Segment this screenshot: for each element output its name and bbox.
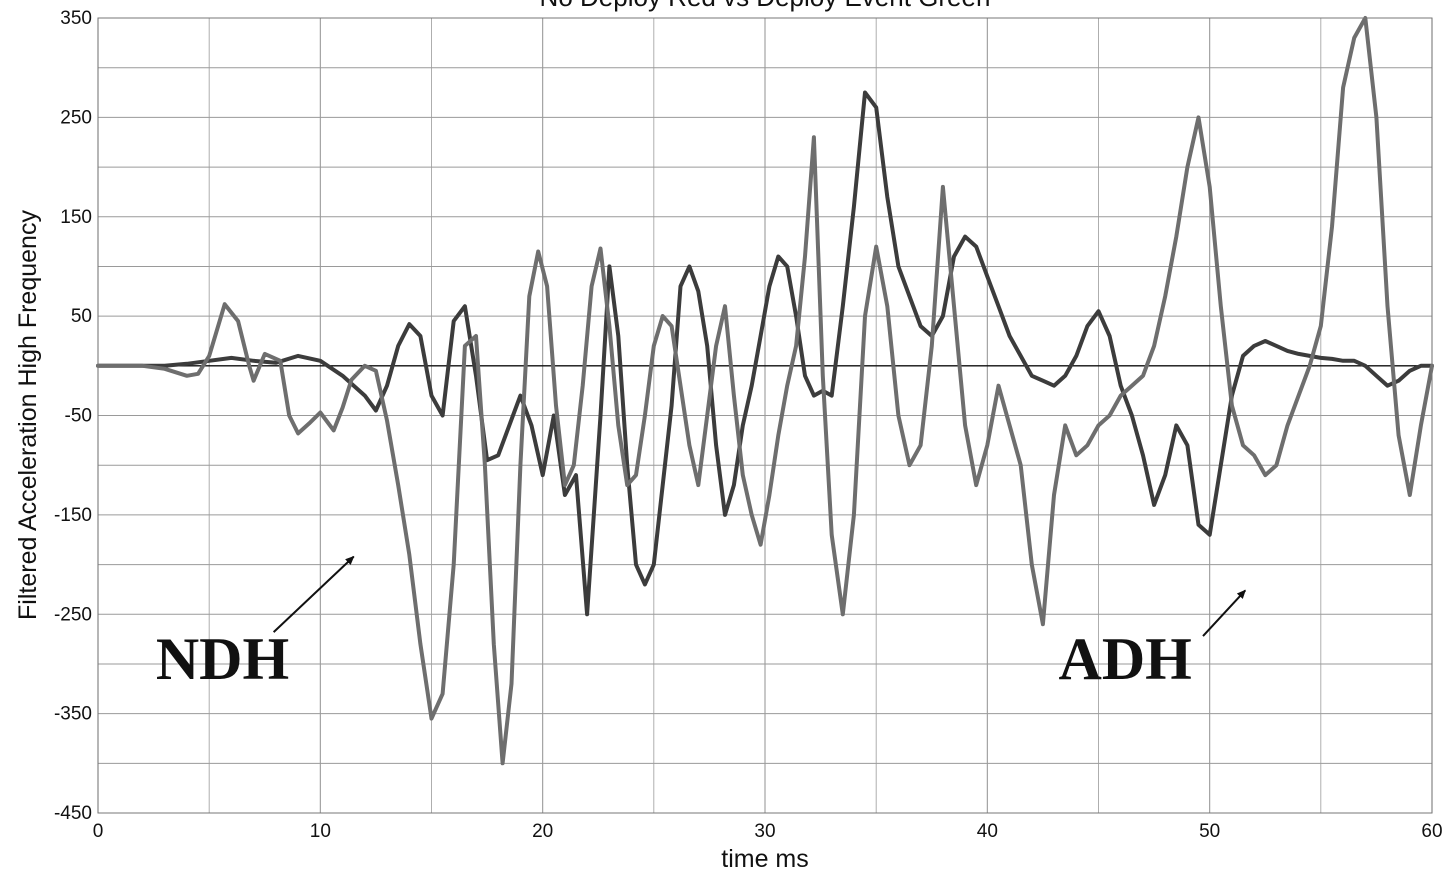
y-tick-label: 250 xyxy=(60,107,92,128)
x-tick-label: 30 xyxy=(754,821,775,842)
x-tick-label: 20 xyxy=(532,821,553,842)
x-tick-label: 40 xyxy=(977,821,998,842)
series-line-1 xyxy=(96,16,1434,766)
series-layer xyxy=(96,16,1434,766)
annotations: NDH ADH xyxy=(156,555,1246,692)
x-tick-label: 50 xyxy=(1199,821,1220,842)
grid xyxy=(97,17,1433,814)
annotation-arrow-adh xyxy=(1202,589,1246,637)
plot-frame xyxy=(97,17,1433,814)
y-tick-label: 350 xyxy=(60,8,92,29)
y-tick-label: -150 xyxy=(54,505,92,526)
y-axis-title: Filtered Acceleration High Frequency xyxy=(14,210,42,620)
y-tick-label: -450 xyxy=(54,803,92,824)
x-tick-label: 60 xyxy=(1421,821,1442,842)
x-axis-title: time ms xyxy=(721,845,809,873)
annotation-ndh: NDH xyxy=(156,626,289,692)
annotation-adh: ADH xyxy=(1059,626,1192,692)
y-tick-label: -350 xyxy=(54,704,92,725)
y-tick-label: -250 xyxy=(54,604,92,625)
chart-title: No Deploy Red vs Deploy Event Green xyxy=(540,0,991,12)
y-tick-label: 150 xyxy=(60,207,92,228)
y-tick-labels: 350 250 150 50 -50 -150 -250 -350 -450 xyxy=(54,8,92,824)
annotation-arrow-ndh xyxy=(272,555,355,633)
y-tick-label: -50 xyxy=(65,406,92,427)
y-tick-label: 50 xyxy=(71,306,92,327)
x-tick-labels: 0 10 20 30 40 50 60 xyxy=(93,821,1443,842)
x-tick-label: 10 xyxy=(310,821,331,842)
x-tick-label: 0 xyxy=(93,821,104,842)
series-line-2 xyxy=(96,90,1434,617)
